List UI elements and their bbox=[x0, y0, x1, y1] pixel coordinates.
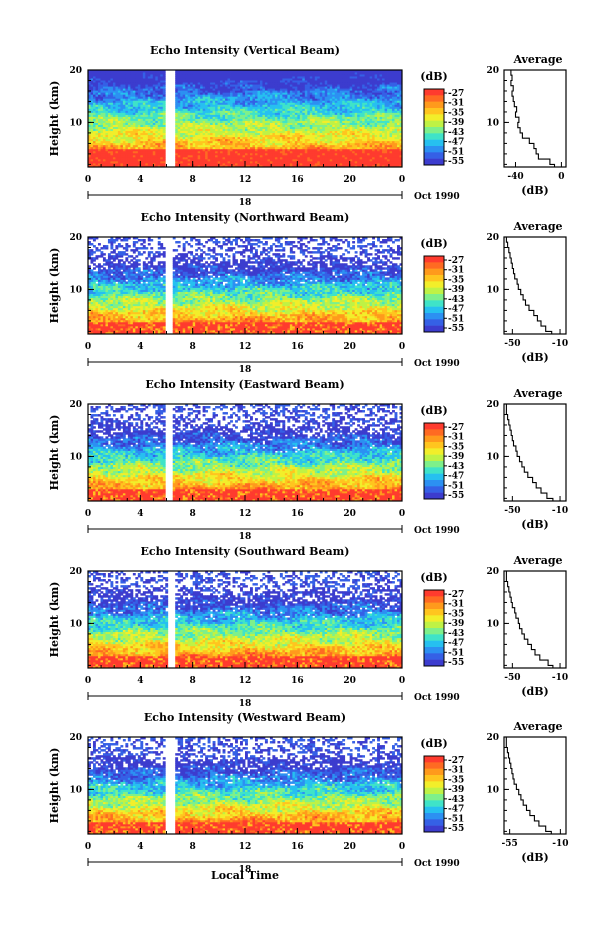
panel-title: Echo Intensity (Vertical Beam) bbox=[150, 44, 340, 57]
panel-1: Echo Intensity (Vertical Beam)2010Height… bbox=[48, 44, 566, 208]
heatmap bbox=[88, 70, 402, 167]
